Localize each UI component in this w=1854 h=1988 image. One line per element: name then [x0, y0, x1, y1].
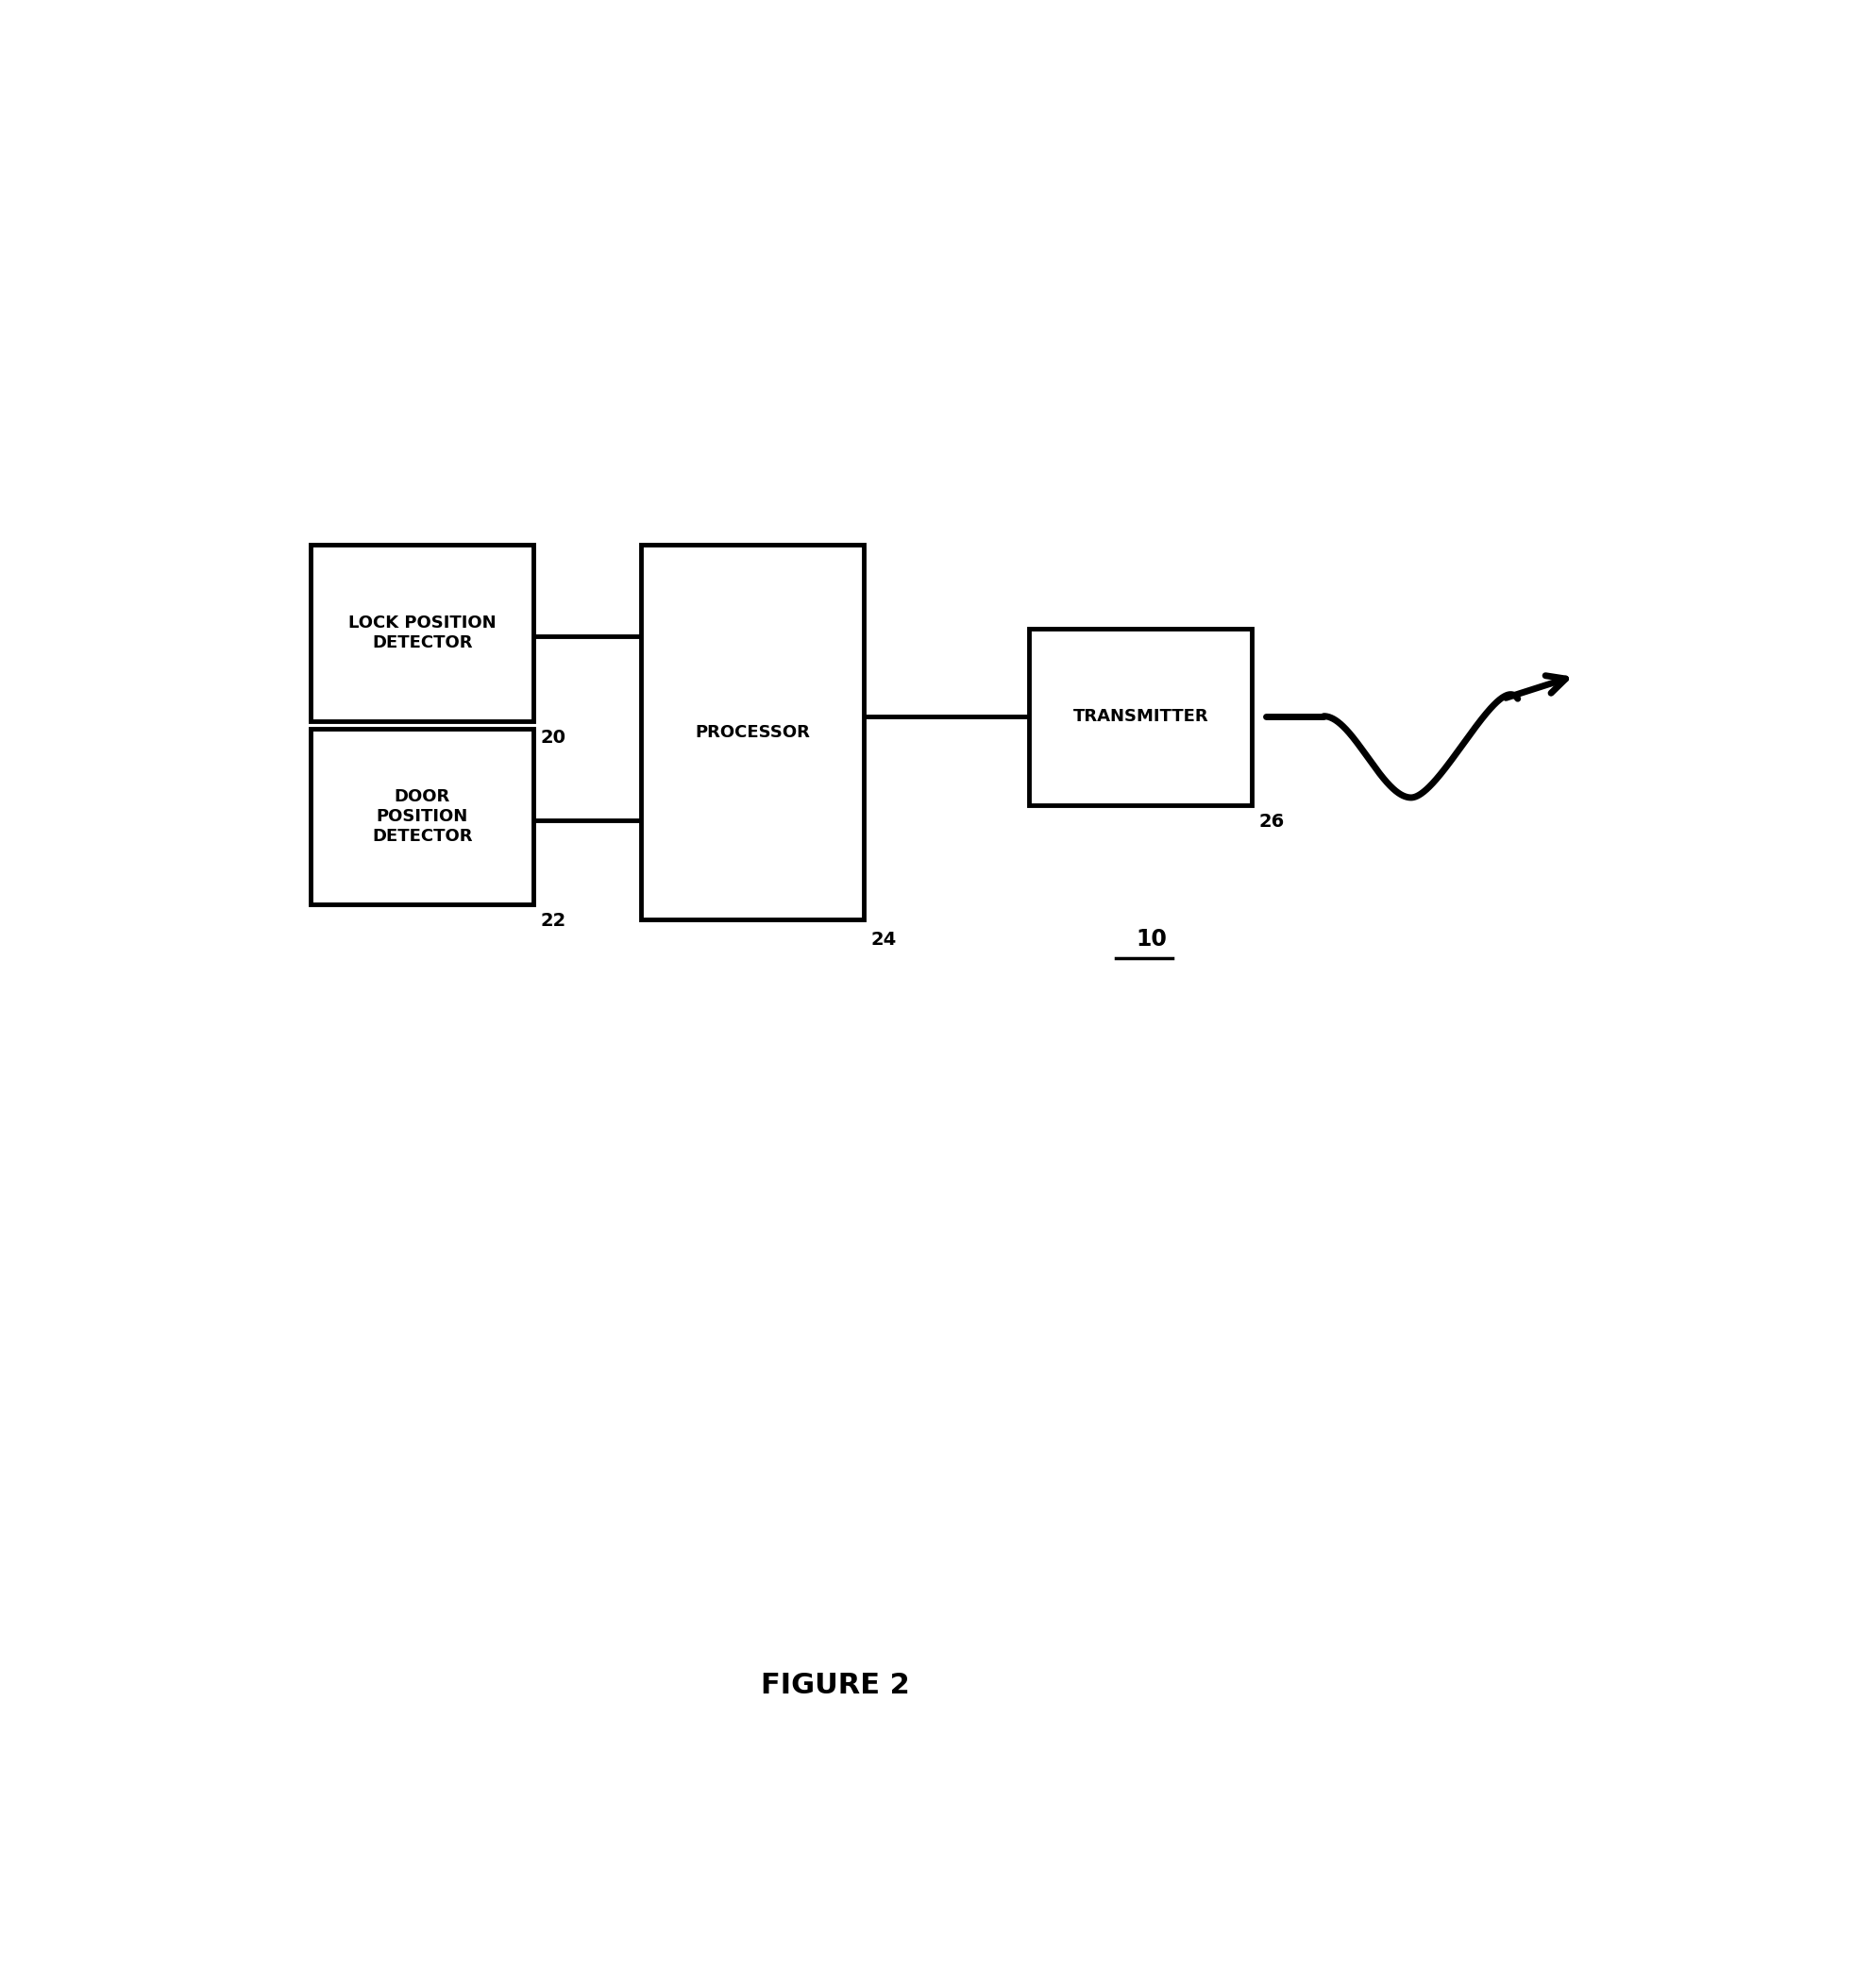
Bar [311, 728, 534, 905]
Bar [641, 545, 864, 920]
Text: DOOR
POSITION
DETECTOR: DOOR POSITION DETECTOR [373, 789, 473, 845]
Text: LOCK POSITION
DETECTOR: LOCK POSITION DETECTOR [349, 614, 497, 650]
Text: TRANSMITTER: TRANSMITTER [1073, 708, 1209, 726]
Text: 26: 26 [1259, 813, 1285, 831]
Text: 24: 24 [871, 930, 897, 948]
Text: FIGURE 2: FIGURE 2 [760, 1672, 910, 1700]
Text: 20: 20 [541, 728, 565, 746]
Text: PROCESSOR: PROCESSOR [695, 724, 810, 742]
Bar [311, 545, 534, 722]
Text: 10: 10 [1137, 928, 1166, 950]
Text: 22: 22 [541, 912, 565, 930]
Bar [1029, 628, 1251, 805]
